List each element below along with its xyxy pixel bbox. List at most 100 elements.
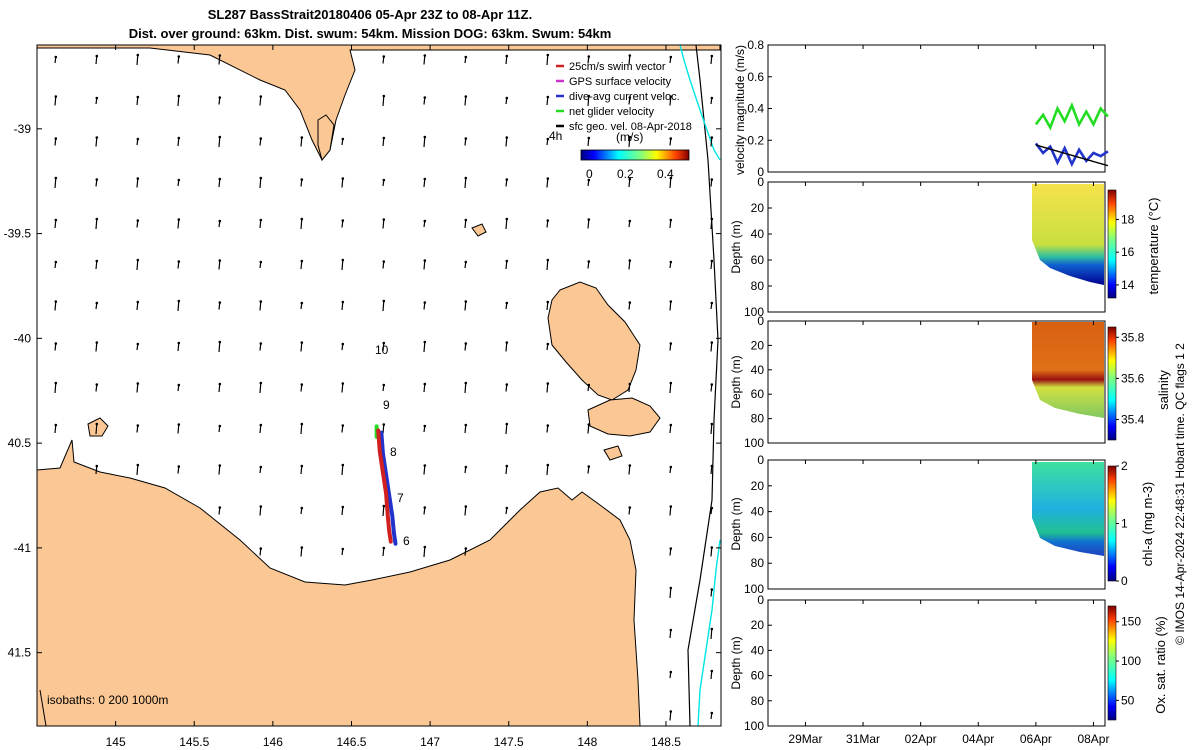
velocity-arrow-head: [218, 506, 222, 509]
velocity-arrow: [546, 54, 549, 66]
legend-entry: GPS surface velocity: [569, 76, 672, 88]
velocity-arrow: [136, 464, 139, 476]
velocity-arrow-head: [95, 422, 99, 426]
map-ytick-label: -39: [14, 122, 32, 136]
ytick-label: 0: [757, 175, 764, 189]
velocity-arrow: [259, 424, 262, 434]
velocity-arrow-head: [710, 383, 714, 386]
map-frame: [36, 44, 722, 727]
ytick-label: 0: [757, 314, 764, 328]
ytick-label: 100: [744, 436, 764, 450]
velocity-arrow: [177, 137, 180, 147]
velocity-arrow: [669, 177, 672, 189]
velocity-arrow-head: [546, 342, 550, 346]
velocity-arrow-head: [587, 136, 591, 140]
map-panel: 145 145.5 146 146.5 147 147.5 148 148.5 -39 -39.5…: [4, 44, 722, 749]
velocity-arrow: [669, 506, 672, 516]
velocity-arrow-head: [710, 341, 714, 344]
velocity-arrow-head: [505, 54, 509, 58]
land-cape-barren-island: [587, 397, 661, 437]
velocity-arrow: [382, 505, 385, 517]
velocity-arrow-head: [382, 55, 386, 58]
ytick-label: 80: [751, 279, 765, 293]
velocity-arrow: [54, 177, 57, 189]
velocity-arrow-head: [136, 300, 140, 304]
velocity-arrow-head: [341, 424, 345, 427]
velocity-arrow: [382, 300, 385, 312]
ytick-label: 80: [751, 556, 765, 570]
ytick-label: 60: [751, 387, 765, 401]
map-ytick-label: 40.5: [8, 436, 32, 450]
velocity-arrow-head: [587, 423, 591, 426]
velocity-arrow: [669, 382, 672, 394]
velocity-arrow: [628, 465, 631, 475]
track-day-label: 8: [390, 445, 397, 459]
velocity-arrow-head: [546, 424, 550, 427]
velocity-arrow: [177, 219, 180, 229]
velocity-arrow: [628, 260, 631, 270]
velocity-arrow: [95, 218, 98, 230]
velocity-arrow: [382, 219, 385, 229]
velocity-line: [1035, 144, 1109, 167]
cbar-tick-label: 14: [1121, 278, 1135, 292]
chla-cbar-label: chl-a (mg m-3): [1140, 482, 1155, 567]
velocity-arrow-head: [95, 464, 99, 468]
velocity-arrow-head: [423, 424, 427, 428]
velocity-arrow-head: [341, 547, 345, 551]
cbar-tick-label: 1: [1121, 517, 1128, 531]
chla-colorbar: [1107, 465, 1117, 582]
velocity-arrow-head: [669, 137, 673, 140]
velocity-arrow-head: [218, 259, 222, 262]
map-ytick-label: -39.5: [4, 227, 32, 241]
colorbar-tick: 0: [586, 167, 593, 181]
velocity-arrow-head: [382, 178, 386, 182]
cbar-tick-label: 2: [1121, 459, 1128, 473]
velocity-arrow-head: [341, 382, 345, 385]
map-ytick-label: -41: [14, 541, 32, 555]
velocity-arrow-head: [341, 258, 345, 262]
legend-entry: net glider velocity: [569, 106, 654, 118]
ytick-label: 0.6: [747, 70, 764, 84]
velocity-arrow-head: [136, 219, 140, 222]
map-ytick-label: -40: [14, 331, 32, 345]
velocity-arrow-head: [505, 383, 509, 386]
velocity-arrow-head: [218, 340, 222, 344]
velocity-arrow: [587, 424, 590, 434]
velocity-arrow: [177, 300, 180, 312]
velocity-arrow: [218, 136, 221, 148]
velocity-arrow: [505, 218, 508, 230]
velocity-arrow: [464, 424, 467, 434]
land-small-island: [87, 417, 109, 437]
legend-entry: 25cm/s swim vector: [569, 61, 666, 73]
ytick-label: 80: [751, 694, 765, 708]
velocity-arrow-head: [95, 301, 99, 305]
velocity-arrow-head: [177, 383, 181, 387]
velocity-arrow: [710, 342, 713, 352]
velocity-arrow-head: [669, 218, 673, 222]
velocity-arrow: [218, 465, 221, 475]
velocity-arrow-head: [546, 53, 550, 57]
velocity-arrow-head: [669, 670, 673, 674]
velocity-arrow: [710, 547, 713, 557]
velocity-arrow-head: [95, 178, 99, 181]
velocity-arrow-head: [177, 465, 181, 468]
xtick-label: 06Apr: [1020, 732, 1052, 746]
ytick-label: 20: [751, 338, 765, 352]
velocity-arrow-head: [259, 423, 263, 427]
velocity-arrow-head: [546, 219, 550, 222]
velocity-arrow-head: [259, 342, 263, 345]
velocity-arrow: [710, 628, 713, 640]
velocity-arrow-head: [54, 381, 58, 385]
velocity-arrow-head: [464, 381, 468, 385]
velocity-arrow-head: [628, 464, 632, 467]
velocity-arrow-head: [259, 260, 263, 264]
isobath-1000m: [697, 539, 721, 726]
velocity-arrow-head: [505, 136, 509, 139]
velocity-arrow: [300, 547, 303, 557]
velocity-arrow: [628, 178, 631, 188]
velocity-arrow-head: [218, 219, 222, 223]
land-small-island: [603, 445, 623, 461]
velocity-arrow-head: [669, 547, 673, 550]
profile-panels: 00.20.40.60.8020406080100020406080100020…: [744, 38, 1145, 746]
